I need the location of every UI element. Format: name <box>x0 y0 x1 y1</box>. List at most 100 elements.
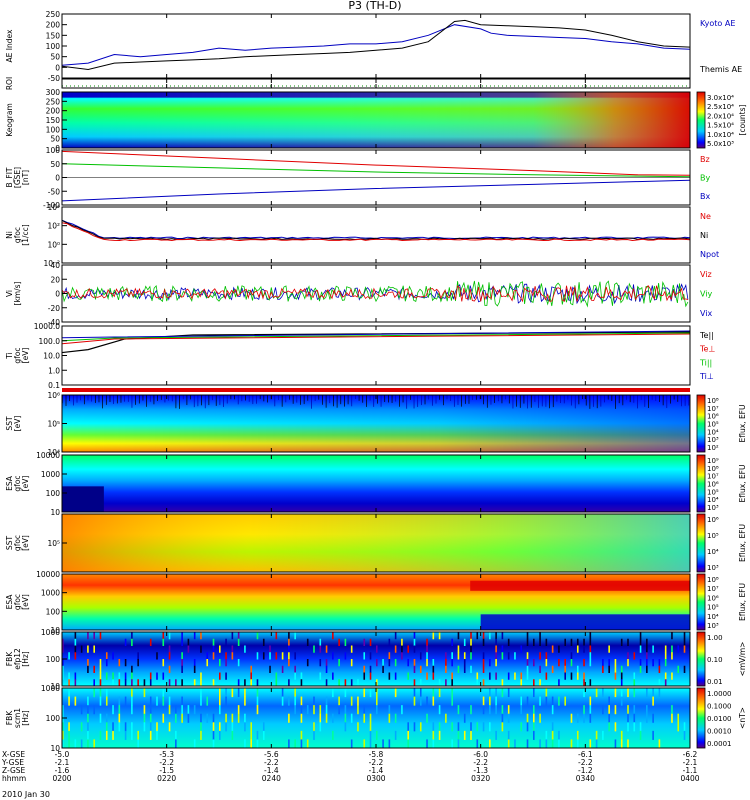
mode-flag-band <box>62 388 690 392</box>
fbk-cell <box>614 705 617 715</box>
sst-e-stripe <box>362 395 364 403</box>
fbk-cell <box>401 645 403 653</box>
fbk-cell <box>168 705 171 715</box>
sst-e-stripe <box>582 395 583 400</box>
fbk-cell <box>614 659 617 667</box>
colorbar-keogram <box>696 91 706 149</box>
ytick-label-vi: -40 <box>48 318 60 327</box>
ytick-label-fbk_e: 100 <box>46 655 61 664</box>
fbk-cell <box>313 705 315 715</box>
fbk-cell <box>62 645 64 653</box>
sst-e-stripe <box>560 395 561 404</box>
sst-e-stripe <box>585 395 587 406</box>
fbk-cell <box>476 679 479 686</box>
fbk-cell <box>300 672 303 680</box>
fbk-cell <box>407 659 409 667</box>
fbk-cell <box>620 672 623 680</box>
legend-ti: Ti|| <box>699 358 712 367</box>
fbk-cell <box>627 638 629 646</box>
legend-bfit: By <box>700 174 710 183</box>
fbk-cell <box>200 730 202 740</box>
fbk-cell <box>193 679 196 686</box>
fbk-cell <box>457 722 460 732</box>
fbk-cell <box>526 722 529 732</box>
fbk-cell <box>401 652 403 660</box>
fbk-cell <box>244 722 246 732</box>
fbk-cell <box>219 659 221 667</box>
ytick-label-bfit: 0 <box>55 174 60 183</box>
fbk-cell <box>237 688 240 698</box>
xlabel-row-value: -2.1 <box>683 758 698 767</box>
fbk-cell <box>514 652 516 660</box>
fbk-cell <box>526 659 529 667</box>
legend-ae: Kyoto AE <box>700 19 735 28</box>
fbk-cell <box>432 730 435 740</box>
fbk-cell <box>602 730 604 740</box>
fbk-cell <box>206 659 209 667</box>
fbk-cell <box>652 659 654 667</box>
fbk-cell <box>394 632 397 640</box>
fbk-cell <box>501 652 504 660</box>
fbk-cell <box>275 679 278 686</box>
panel-bfit-plot <box>62 150 690 202</box>
fbk-cell <box>118 679 121 686</box>
fbk-cell <box>149 713 152 723</box>
colorbar-label-sst_e: Eflux, EFU <box>738 405 747 443</box>
ytick-label-keogram: 300 <box>46 88 61 97</box>
fbk-cell <box>545 730 548 740</box>
sst-e-stripe <box>366 395 367 407</box>
fbk-cell <box>533 688 535 698</box>
fbk-cell <box>683 665 686 673</box>
fbk-cell <box>212 739 215 748</box>
fbk-cell <box>419 688 422 698</box>
fbk-cell <box>256 705 259 715</box>
sst-e-stripe <box>574 395 576 409</box>
xlabel-row-value: -2.2 <box>159 758 174 767</box>
sst-e-stripe <box>135 395 136 405</box>
fbk-cell <box>256 652 259 660</box>
fbk-cell <box>369 688 372 698</box>
fbk-cell <box>570 659 573 667</box>
fbk-cell <box>124 659 127 667</box>
ylabel-sst_i: gfoc <box>13 535 22 551</box>
ytick-label-sst_e: 10⁵ <box>47 420 60 429</box>
fbk-cell <box>250 722 252 732</box>
fbk-cell <box>168 696 171 706</box>
fbk-cell <box>539 739 541 748</box>
fbk-cell <box>363 713 366 723</box>
fbk-cell <box>105 730 108 740</box>
sst-e-stripe <box>417 395 419 407</box>
fbk-cell <box>407 672 409 680</box>
sst-e-stripe <box>571 395 572 406</box>
fbk-cell <box>162 632 165 640</box>
xlabel-row-value: 0320 <box>471 774 490 783</box>
fbk-cell <box>87 739 89 748</box>
panel-roi: ROI <box>5 77 691 90</box>
fbk-cell <box>608 696 610 706</box>
fbk-cell <box>225 696 227 706</box>
series-bfit-bz <box>62 150 690 176</box>
fbk-cell <box>394 713 397 723</box>
fbk-cell <box>533 722 535 732</box>
fbk-cell <box>369 722 372 732</box>
panel-fbk_e-plot <box>62 632 690 686</box>
fbk-cell <box>627 713 629 723</box>
fbk-cell <box>212 645 215 653</box>
fbk-cell <box>551 665 554 673</box>
panel-keogram-plot <box>62 92 690 148</box>
fbk-cell <box>244 696 246 706</box>
fbk-cell <box>306 705 309 715</box>
panel-sst_i-plot <box>62 514 690 572</box>
fbk-cell <box>149 638 152 646</box>
fbk-cell <box>112 730 114 740</box>
fbk-cell <box>105 696 108 706</box>
sst-e-stripe <box>248 395 250 402</box>
fbk-cell <box>470 730 472 740</box>
ytick-label-keogram: 0 <box>55 144 60 153</box>
colorbar-tick-fbk_b: 0.0100 <box>707 715 732 723</box>
ytick-label-ni: 10⁻² <box>43 259 60 268</box>
ytick-label-ti: 100.0 <box>39 337 61 346</box>
fbk-cell <box>482 638 485 646</box>
fbk-cell <box>376 705 378 715</box>
